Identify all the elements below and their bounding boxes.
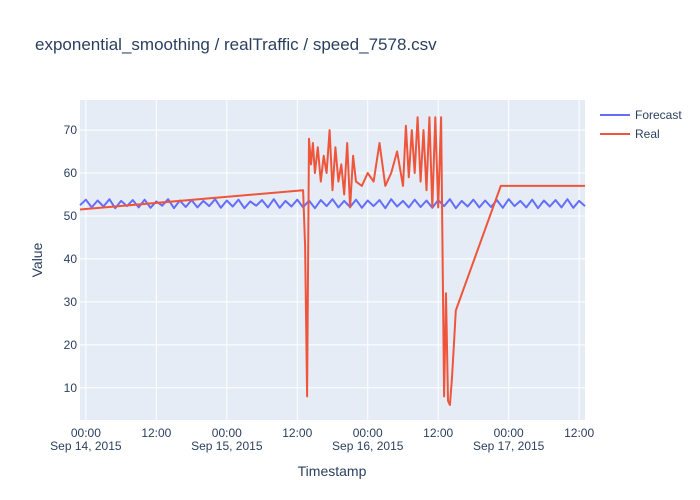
x-tick-date-label: Sep 16, 2015 (332, 439, 404, 453)
x-tick-label: 12:00 (564, 426, 594, 440)
y-tick-label: 40 (64, 252, 78, 266)
y-tick-label: 70 (64, 123, 78, 137)
plot-area (80, 100, 585, 420)
chart-title: exponential_smoothing / realTraffic / sp… (35, 35, 437, 54)
x-tick-label: 12:00 (141, 426, 171, 440)
x-tick-label: 00:00 (353, 426, 383, 440)
y-tick-label: 60 (64, 166, 78, 180)
legend-item-forecast[interactable]: Forecast (600, 108, 682, 122)
series-layer (79, 116, 586, 406)
x-tick-label: 12:00 (282, 426, 312, 440)
y-tick-label: 30 (64, 295, 78, 309)
x-tick-date-label: Sep 17, 2015 (473, 439, 545, 453)
y-axis-title: Value (29, 242, 45, 277)
x-tick-date-label: Sep 14, 2015 (50, 439, 122, 453)
legend-item-real[interactable]: Real (600, 127, 660, 141)
x-axis-title: Timestamp (298, 463, 367, 479)
x-tick-label: 00:00 (71, 426, 101, 440)
x-tick-label: 12:00 (423, 426, 453, 440)
x-tick-date-label: Sep 15, 2015 (191, 439, 263, 453)
x-tick-label: 00:00 (494, 426, 524, 440)
legend-label: Forecast (635, 108, 682, 122)
y-tick-label: 50 (64, 209, 78, 223)
x-tick-label: 00:00 (212, 426, 242, 440)
series-line-real (79, 116, 585, 406)
series-line-forecast (79, 198, 586, 210)
legend-label: Real (635, 127, 660, 141)
y-tick-label: 10 (64, 381, 78, 395)
legend[interactable]: Forecast Real (600, 108, 682, 141)
y-tick-label: 20 (64, 338, 78, 352)
